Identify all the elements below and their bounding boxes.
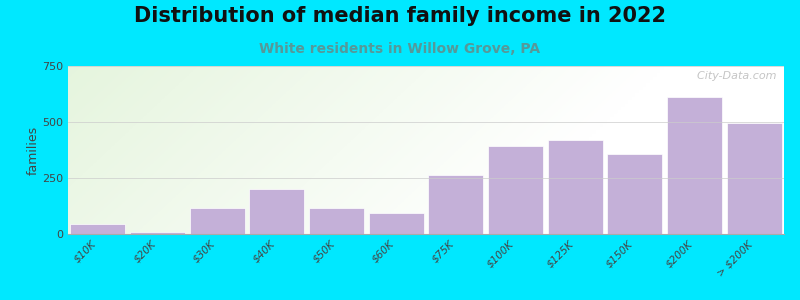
- Bar: [548, 140, 602, 234]
- Bar: [607, 154, 662, 234]
- Bar: [488, 146, 543, 234]
- Text: City-Data.com: City-Data.com: [690, 71, 777, 81]
- Y-axis label: families: families: [26, 125, 39, 175]
- Bar: [428, 175, 483, 234]
- Bar: [250, 189, 304, 234]
- Bar: [369, 213, 424, 234]
- Bar: [726, 123, 782, 234]
- Bar: [667, 98, 722, 234]
- Text: White residents in Willow Grove, PA: White residents in Willow Grove, PA: [259, 42, 541, 56]
- Text: Distribution of median family income in 2022: Distribution of median family income in …: [134, 6, 666, 26]
- Bar: [70, 224, 126, 234]
- Bar: [130, 232, 185, 234]
- Bar: [190, 208, 245, 234]
- Bar: [309, 208, 364, 234]
